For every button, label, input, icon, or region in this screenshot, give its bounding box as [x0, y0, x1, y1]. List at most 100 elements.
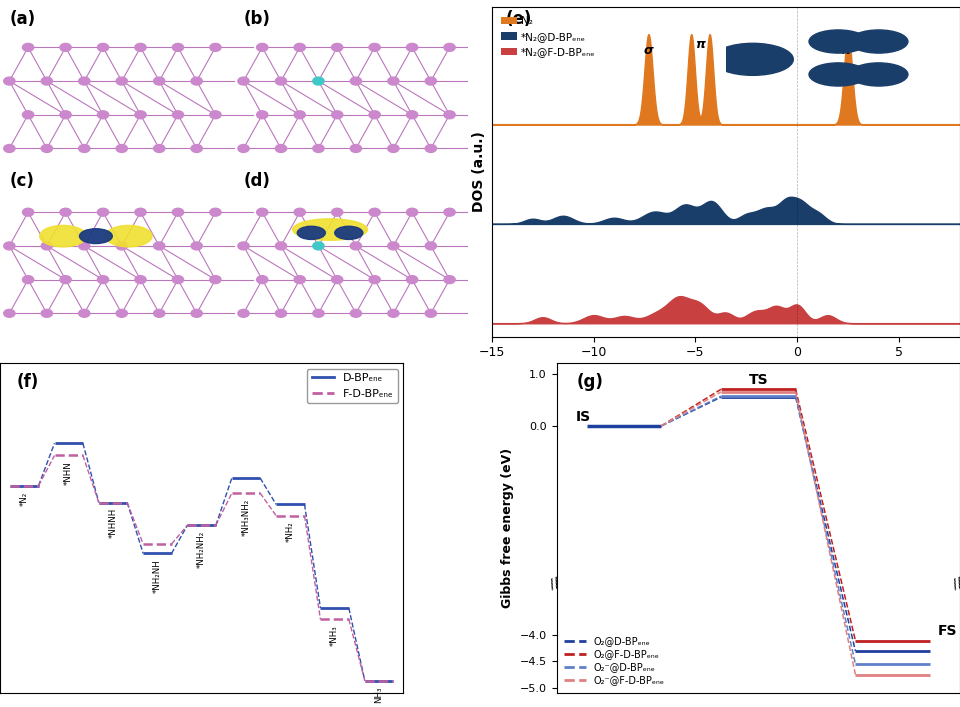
Circle shape	[406, 111, 418, 119]
Circle shape	[79, 242, 90, 250]
Text: TS: TS	[749, 373, 768, 387]
Text: (b): (b)	[244, 11, 271, 28]
Ellipse shape	[298, 226, 325, 240]
Circle shape	[294, 209, 305, 216]
Circle shape	[154, 310, 165, 317]
Text: *NH₂NH₂: *NH₂NH₂	[197, 531, 206, 568]
Circle shape	[60, 43, 71, 52]
Circle shape	[425, 77, 437, 85]
Legend: D-BPₑₙₑ, F-D-BPₑₙₑ: D-BPₑₙₑ, F-D-BPₑₙₑ	[307, 369, 397, 403]
Text: (a): (a)	[10, 11, 36, 28]
Circle shape	[313, 77, 324, 85]
Circle shape	[388, 242, 399, 250]
X-axis label: Energy (eV): Energy (eV)	[680, 365, 772, 379]
Circle shape	[406, 209, 418, 216]
Circle shape	[4, 310, 15, 317]
Circle shape	[134, 276, 146, 284]
Y-axis label: DOS (a.u.): DOS (a.u.)	[472, 132, 486, 212]
Circle shape	[276, 77, 287, 85]
Text: *NHNH: *NHNH	[108, 508, 117, 539]
Circle shape	[210, 111, 221, 119]
Circle shape	[154, 77, 165, 85]
Circle shape	[294, 43, 305, 52]
Text: π: π	[695, 37, 706, 51]
Circle shape	[41, 310, 53, 317]
Circle shape	[238, 310, 250, 317]
Circle shape	[22, 276, 34, 284]
Text: (d): (d)	[244, 172, 271, 190]
Circle shape	[191, 144, 203, 153]
Circle shape	[444, 276, 455, 284]
Text: *NH₃: *NH₃	[330, 625, 339, 645]
Circle shape	[256, 209, 268, 216]
Circle shape	[173, 111, 183, 119]
Circle shape	[444, 209, 455, 216]
Circle shape	[331, 209, 343, 216]
Circle shape	[191, 242, 203, 250]
Circle shape	[116, 144, 128, 153]
Circle shape	[22, 43, 34, 52]
Text: *NHN: *NHN	[64, 461, 73, 485]
Circle shape	[191, 310, 203, 317]
Text: σ: σ	[643, 44, 654, 57]
Circle shape	[4, 77, 15, 85]
Circle shape	[154, 242, 165, 250]
Circle shape	[97, 111, 108, 119]
Circle shape	[238, 144, 250, 153]
Ellipse shape	[39, 226, 86, 247]
Circle shape	[350, 144, 362, 153]
Circle shape	[294, 111, 305, 119]
Circle shape	[134, 209, 146, 216]
Circle shape	[425, 310, 437, 317]
Circle shape	[350, 310, 362, 317]
Circle shape	[313, 242, 324, 250]
Text: *N₂: *N₂	[20, 491, 29, 506]
Circle shape	[276, 144, 287, 153]
Circle shape	[22, 111, 34, 119]
Circle shape	[60, 209, 71, 216]
Circle shape	[331, 111, 343, 119]
Text: π*: π*	[840, 44, 856, 57]
Circle shape	[134, 43, 146, 52]
Text: *NH₂: *NH₂	[286, 521, 295, 542]
Circle shape	[406, 43, 418, 52]
Circle shape	[313, 310, 324, 317]
Ellipse shape	[106, 226, 152, 247]
Circle shape	[79, 144, 90, 153]
Circle shape	[388, 144, 399, 153]
Circle shape	[388, 310, 399, 317]
Text: //: //	[951, 574, 960, 592]
Circle shape	[276, 242, 287, 250]
Circle shape	[173, 276, 183, 284]
Circle shape	[60, 276, 71, 284]
Circle shape	[425, 144, 437, 153]
Circle shape	[116, 242, 128, 250]
Ellipse shape	[335, 226, 363, 240]
Circle shape	[134, 111, 146, 119]
Circle shape	[369, 276, 380, 284]
Circle shape	[79, 77, 90, 85]
Circle shape	[369, 43, 380, 52]
Text: *NH₃NH₂: *NH₃NH₂	[242, 499, 251, 536]
Circle shape	[444, 43, 455, 52]
Text: (c): (c)	[10, 172, 35, 190]
Text: (e): (e)	[506, 11, 532, 28]
Text: NH₃: NH₃	[374, 686, 383, 703]
Legend: O₂@D-BPₑₙₑ, O₂@F-D-BPₑₙₑ, O₂⁻@D-BPₑₙₑ, O₂⁻@F-D-BPₑₙₑ: O₂@D-BPₑₙₑ, O₂@F-D-BPₑₙₑ, O₂⁻@D-BPₑₙₑ, O…	[562, 633, 667, 688]
Circle shape	[191, 77, 203, 85]
Ellipse shape	[293, 219, 368, 240]
Circle shape	[444, 111, 455, 119]
Circle shape	[238, 242, 250, 250]
Circle shape	[116, 77, 128, 85]
Text: IS: IS	[575, 410, 590, 424]
Circle shape	[350, 77, 362, 85]
Circle shape	[210, 276, 221, 284]
Circle shape	[173, 209, 183, 216]
Circle shape	[369, 111, 380, 119]
Circle shape	[79, 310, 90, 317]
Ellipse shape	[80, 229, 112, 244]
Text: //: //	[548, 574, 565, 592]
Circle shape	[276, 310, 287, 317]
Circle shape	[173, 43, 183, 52]
Legend: N₂, *N₂@D-BPₑₙₑ, *N₂@F-D-BPₑₙₑ: N₂, *N₂@D-BPₑₙₑ, *N₂@F-D-BPₑₙₑ	[497, 12, 600, 61]
